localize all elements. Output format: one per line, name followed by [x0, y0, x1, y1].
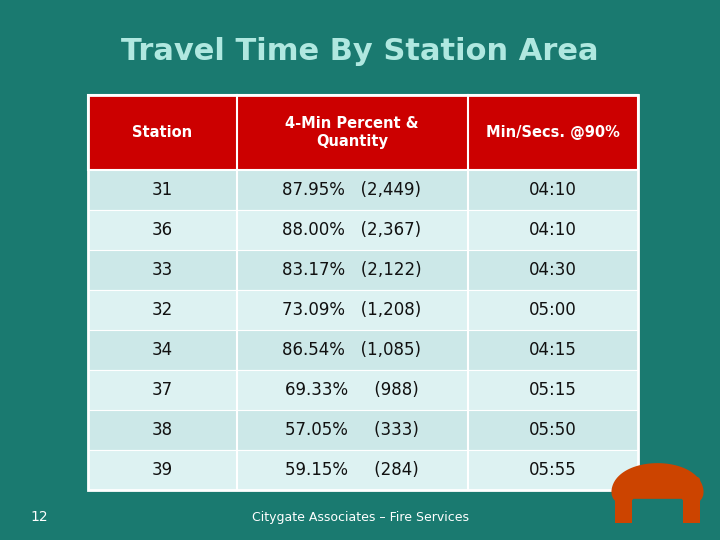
Text: 57.05%     (333): 57.05% (333) — [285, 421, 419, 439]
Text: 04:30: 04:30 — [528, 261, 577, 279]
Text: 87.95%   (2,449): 87.95% (2,449) — [282, 181, 421, 199]
Text: Travel Time By Station Area: Travel Time By Station Area — [121, 37, 599, 66]
Text: 32: 32 — [152, 301, 173, 319]
Text: Min/Secs. @90%: Min/Secs. @90% — [486, 125, 620, 140]
Text: 12: 12 — [30, 510, 48, 524]
Text: 4-Min Percent &
Quantity: 4-Min Percent & Quantity — [285, 116, 419, 148]
Text: 86.54%   (1,085): 86.54% (1,085) — [282, 341, 421, 359]
Text: 83.17%   (2,122): 83.17% (2,122) — [282, 261, 422, 279]
Point — [690, 475, 701, 484]
Text: 38: 38 — [152, 421, 173, 439]
Point — [613, 475, 625, 484]
Bar — [88, 95, 638, 490]
Text: 05:50: 05:50 — [529, 421, 577, 439]
Text: 73.09%   (1,208): 73.09% (1,208) — [282, 301, 422, 319]
Text: 59.15%     (284): 59.15% (284) — [285, 461, 419, 479]
Text: 39: 39 — [152, 461, 173, 479]
Text: 05:15: 05:15 — [528, 381, 577, 399]
Text: 31: 31 — [152, 181, 173, 199]
Bar — [88, 410, 638, 450]
Bar — [88, 95, 638, 170]
Text: Citygate Associates – Fire Services: Citygate Associates – Fire Services — [251, 510, 469, 523]
Text: 04:15: 04:15 — [528, 341, 577, 359]
Text: 05:00: 05:00 — [529, 301, 577, 319]
Text: 04:10: 04:10 — [528, 221, 577, 239]
Point — [671, 475, 683, 484]
Text: 69.33%     (988): 69.33% (988) — [285, 381, 419, 399]
Text: 37: 37 — [152, 381, 173, 399]
Text: 34: 34 — [152, 341, 173, 359]
Bar — [615, 491, 632, 523]
Bar — [683, 491, 701, 523]
Bar — [88, 450, 638, 490]
Text: Station: Station — [132, 125, 192, 140]
Bar — [88, 370, 638, 410]
Bar — [88, 330, 638, 370]
Text: 88.00%   (2,367): 88.00% (2,367) — [282, 221, 422, 239]
Bar — [88, 170, 638, 210]
Text: 36: 36 — [152, 221, 173, 239]
Text: 05:55: 05:55 — [529, 461, 577, 479]
Point — [633, 475, 644, 484]
Bar — [88, 210, 638, 250]
Bar — [88, 290, 638, 330]
Bar — [88, 250, 638, 290]
Text: 33: 33 — [152, 261, 173, 279]
Text: 04:10: 04:10 — [528, 181, 577, 199]
